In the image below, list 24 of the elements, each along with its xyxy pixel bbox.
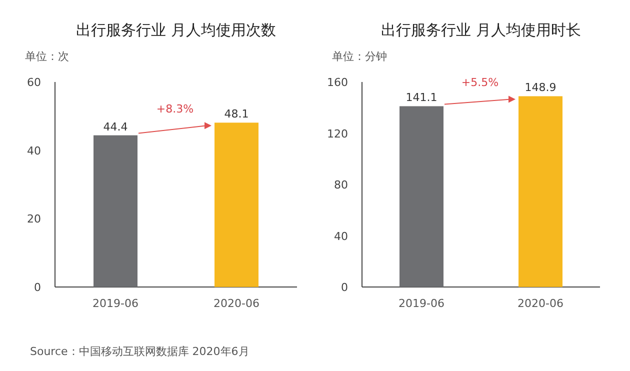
data-label: 48.1 <box>224 108 249 121</box>
y-tick-label: 80 <box>334 178 348 192</box>
y-tick-label: 160 <box>327 76 348 89</box>
y-tick-label: 60 <box>27 76 41 89</box>
annotation: +5.5% <box>461 76 499 90</box>
data-label: 44.4 <box>103 120 128 134</box>
data-label: 141.1 <box>406 91 438 104</box>
y-tick-label: 40 <box>334 230 348 243</box>
chart-title: 出行服务行业 月人均使用时长 <box>381 21 581 39</box>
y-axis-title: 单位：分钟 <box>332 50 387 63</box>
y-tick-label: 120 <box>327 127 348 140</box>
y-tick-label: 40 <box>27 144 41 158</box>
y-tick-label: 0 <box>34 281 41 294</box>
source-note: Source：中国移动互联网数据库 2020年6月 <box>30 344 250 359</box>
y-tick-label: 0 <box>341 281 348 294</box>
x-tick-label: 2020-06 <box>518 297 564 310</box>
x-tick-label: 2020-06 <box>214 297 260 310</box>
x-tick-label: 2019-06 <box>398 297 444 310</box>
chart-title: 出行服务行业 月人均使用次数 <box>76 21 276 39</box>
y-axis-title: 单位：次 <box>25 50 69 63</box>
x-tick-label: 2019-06 <box>92 297 138 310</box>
y-tick-label: 20 <box>27 212 41 226</box>
data-label: 148.9 <box>524 81 556 94</box>
annotation: +8.3% <box>156 102 194 116</box>
